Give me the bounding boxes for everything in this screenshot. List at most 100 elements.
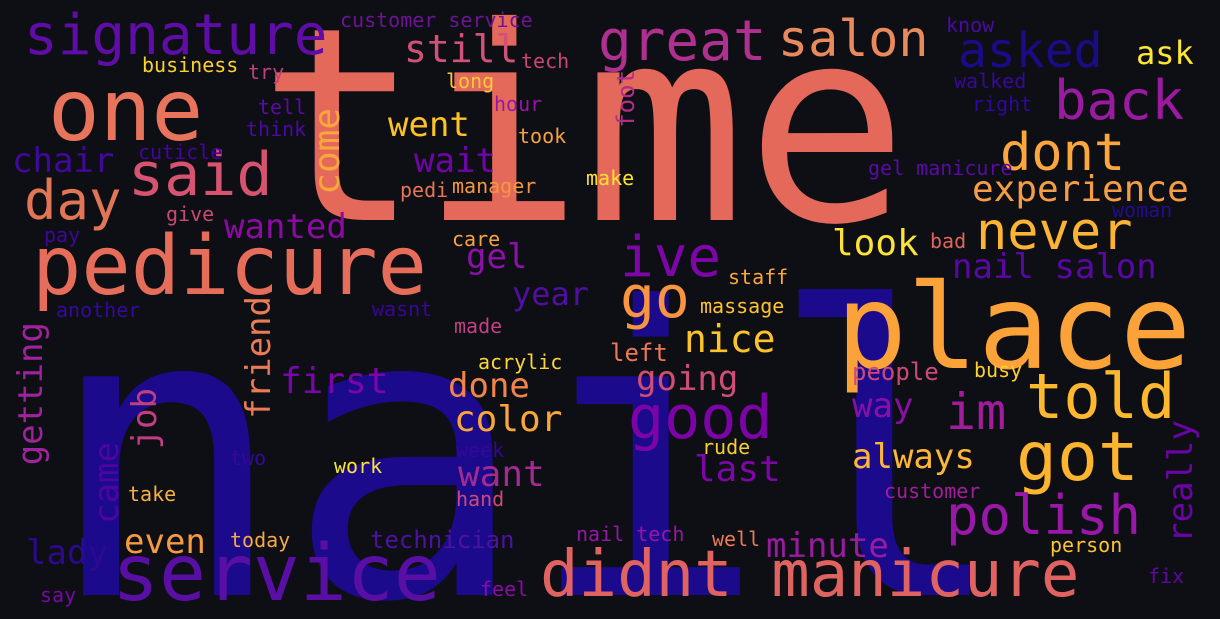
word-today: today xyxy=(230,528,291,552)
word-done: done xyxy=(448,366,530,406)
word-went: went xyxy=(388,105,470,145)
word-another: another xyxy=(56,298,141,322)
word-tech: tech xyxy=(521,49,570,73)
word-want: want xyxy=(458,454,545,495)
word-think: think xyxy=(246,117,307,141)
word-pedicure: pedicure xyxy=(32,219,427,314)
word-great: great xyxy=(598,9,767,74)
word-good: good xyxy=(628,383,773,453)
word-even: even xyxy=(124,522,206,562)
word-pay: pay xyxy=(44,223,81,247)
word-asked: asked xyxy=(958,23,1103,79)
word-fix: fix xyxy=(1148,564,1185,588)
word-work: work xyxy=(334,454,383,478)
word-pedi: pedi xyxy=(400,178,449,202)
word-took: took xyxy=(518,124,567,148)
word-business: business xyxy=(142,53,239,77)
word-foot: foot xyxy=(612,70,640,128)
word-give: give xyxy=(166,202,215,226)
word-dont: dont xyxy=(1000,123,1126,183)
word-minute: minute xyxy=(766,526,889,566)
word-staff: staff xyxy=(728,265,789,289)
word-always: always xyxy=(852,437,975,477)
word-got: got xyxy=(1016,418,1139,497)
word-massage: massage xyxy=(700,294,785,318)
word-gel-manicure: gel manicure xyxy=(868,156,1013,180)
word-day: day xyxy=(24,169,122,232)
word-well: well xyxy=(712,527,761,551)
word-one: one xyxy=(48,61,204,161)
word-chair: chair xyxy=(12,141,115,181)
word-look: look xyxy=(832,223,919,264)
word-walked: walked xyxy=(954,69,1027,93)
word-service: service xyxy=(112,529,441,619)
word-place: place xyxy=(836,258,1192,396)
word-nail-tech: nail tech xyxy=(576,522,685,546)
word-cuticle: cuticle xyxy=(138,140,223,164)
word-said: said xyxy=(128,140,273,210)
word-way: way xyxy=(852,386,914,426)
word-year: year xyxy=(512,275,590,313)
word-friend: friend xyxy=(239,296,279,419)
word-never: never xyxy=(976,202,1133,262)
word-wait: wait xyxy=(414,141,496,181)
word-week: week xyxy=(456,438,505,462)
word-time: time xyxy=(258,0,909,284)
word-made: made xyxy=(454,314,503,338)
word-salon: salon xyxy=(778,10,929,68)
word-polish: polish xyxy=(946,484,1142,547)
word-told: told xyxy=(1026,360,1176,433)
word-customer: customer xyxy=(884,479,981,503)
word-two: two xyxy=(230,446,267,470)
word-come: come xyxy=(307,108,348,195)
word-rude: rude xyxy=(702,435,751,459)
word-getting: getting xyxy=(11,322,51,466)
word-last: last xyxy=(694,449,781,490)
word-care: care xyxy=(452,227,501,251)
word-first: first xyxy=(280,361,389,402)
word-experience: experience xyxy=(972,169,1189,210)
word-long: long xyxy=(446,69,495,93)
word-customer-service: customer service xyxy=(340,8,533,32)
word-im: im xyxy=(946,383,1007,441)
word-acrylic: acrylic xyxy=(478,350,563,374)
word-didnt-manicure: didnt manicure xyxy=(540,538,1080,612)
word-nice: nice xyxy=(684,317,776,361)
word-ask: ask xyxy=(1136,34,1194,72)
word-make: make xyxy=(586,166,635,190)
word-woman: woman xyxy=(1112,198,1173,222)
word-people: people xyxy=(852,358,939,386)
word-gel: gel xyxy=(466,237,528,277)
word-manager: manager xyxy=(452,174,537,198)
word-going: going xyxy=(636,359,739,399)
word-say: say xyxy=(40,583,77,607)
word-job: job xyxy=(125,388,165,450)
word-color: color xyxy=(454,399,563,440)
word-tell: tell xyxy=(258,95,307,119)
word-hand: hand xyxy=(456,487,505,511)
word-came: came xyxy=(87,442,127,524)
word-right: right xyxy=(972,92,1033,116)
word-left: left xyxy=(610,339,668,367)
word-nail: nail xyxy=(45,225,1009,619)
word-signature: signature xyxy=(24,3,328,68)
word-hour: hour xyxy=(494,92,543,116)
word-try: try xyxy=(248,60,285,84)
word-ive: ive xyxy=(620,225,722,290)
word-feel: feel xyxy=(480,577,529,601)
word-technician: technician xyxy=(370,526,515,554)
word-person: person xyxy=(1050,533,1123,557)
word-take: take xyxy=(128,482,177,506)
word-back: back xyxy=(1054,69,1185,132)
word-go: go xyxy=(620,263,690,331)
word-wasnt: wasnt xyxy=(372,297,433,321)
word-wanted: wanted xyxy=(224,207,347,247)
word-lady: lady xyxy=(26,533,108,573)
word-bad: bad xyxy=(930,229,967,253)
word-busy: busy xyxy=(974,358,1023,382)
word-know: know xyxy=(946,13,995,37)
word-still: still xyxy=(404,27,519,71)
word-nail-salon: nail salon xyxy=(952,247,1157,287)
word-really: really xyxy=(1161,420,1201,543)
